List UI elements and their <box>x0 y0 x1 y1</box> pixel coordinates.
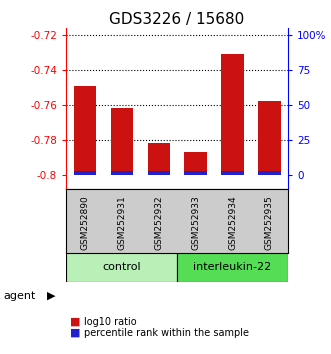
Text: GSM252935: GSM252935 <box>265 195 274 250</box>
Bar <box>259 171 281 175</box>
Text: control: control <box>102 262 141 272</box>
Text: percentile rank within the sample: percentile rank within the sample <box>84 328 249 338</box>
Bar <box>221 55 244 175</box>
Title: GDS3226 / 15680: GDS3226 / 15680 <box>110 12 245 27</box>
Bar <box>66 253 177 282</box>
Bar <box>184 152 207 175</box>
Text: GSM252932: GSM252932 <box>154 195 163 250</box>
Bar <box>73 86 96 175</box>
Text: GSM252934: GSM252934 <box>228 195 237 250</box>
Bar <box>111 171 133 175</box>
Bar <box>148 143 170 175</box>
Bar <box>73 171 96 175</box>
Text: ■: ■ <box>70 328 80 338</box>
Bar <box>148 171 170 175</box>
Bar <box>259 102 281 175</box>
Text: ▶: ▶ <box>47 291 56 301</box>
Bar <box>111 108 133 175</box>
Text: log10 ratio: log10 ratio <box>84 317 137 327</box>
Text: agent: agent <box>3 291 36 301</box>
Text: GSM252890: GSM252890 <box>80 195 89 250</box>
Text: GSM252933: GSM252933 <box>191 195 200 250</box>
Text: GSM252931: GSM252931 <box>117 195 126 250</box>
Bar <box>184 171 207 175</box>
Text: interleukin-22: interleukin-22 <box>193 262 272 272</box>
Text: ■: ■ <box>70 317 80 327</box>
Bar <box>177 253 288 282</box>
Bar <box>221 171 244 175</box>
